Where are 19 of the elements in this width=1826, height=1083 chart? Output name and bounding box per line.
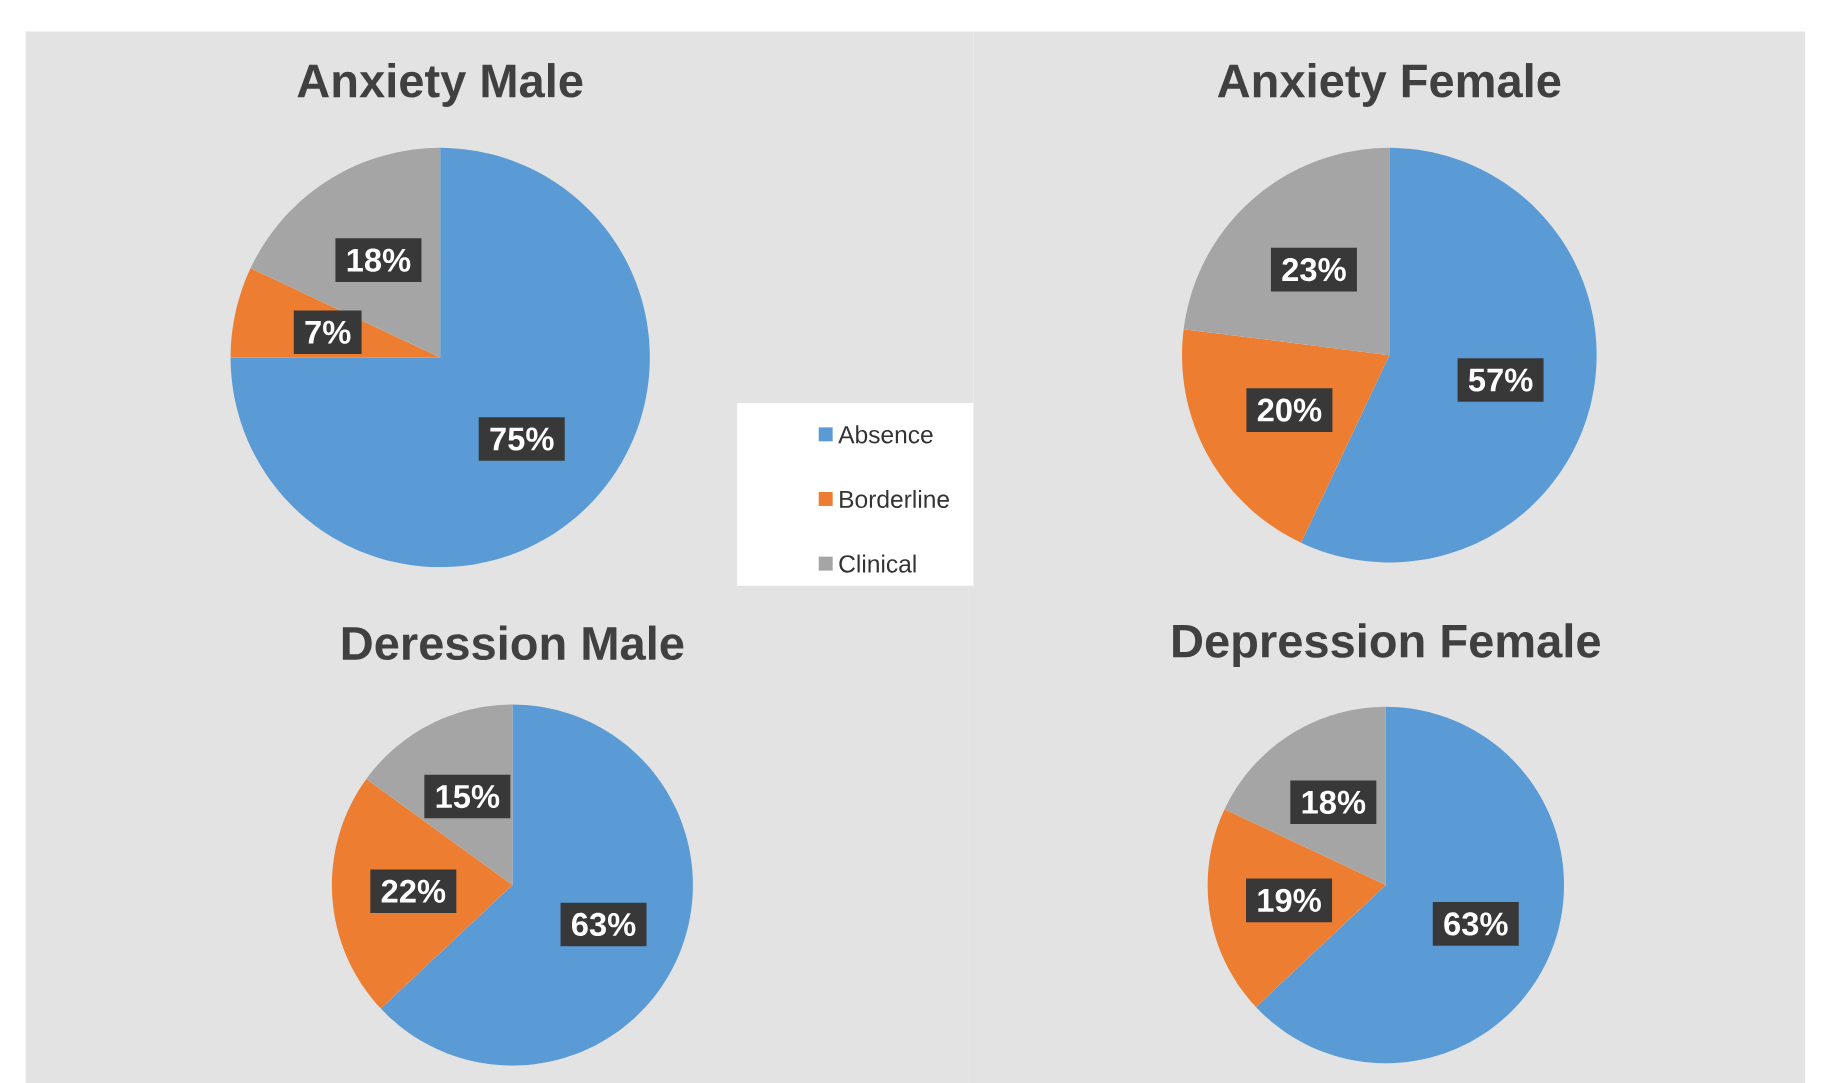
data-label: 20% — [1257, 398, 1322, 422]
chart-title: Anxiety Female — [1217, 63, 1561, 107]
data-label: 15% — [436, 785, 500, 809]
data-label: 18% — [347, 248, 411, 272]
data-label: 19% — [1258, 888, 1321, 912]
data-label: 57% — [1468, 368, 1533, 392]
data-label: 75% — [490, 427, 554, 451]
data-label: 22% — [381, 879, 446, 903]
chart-title: Anxiety Male — [297, 63, 583, 107]
legend-label: Borderline — [840, 489, 949, 509]
data-label: 7% — [305, 320, 351, 344]
data-label: 63% — [1444, 912, 1508, 936]
data-label: 23% — [1282, 258, 1346, 282]
legend-label: Clinical — [839, 554, 916, 573]
data-label: 18% — [1302, 790, 1366, 814]
chart-title: Deression Male — [342, 625, 684, 661]
chart-title: Depression Female — [1173, 623, 1600, 668]
data-label: 63% — [571, 912, 636, 937]
legend-label: Absence — [838, 425, 933, 444]
